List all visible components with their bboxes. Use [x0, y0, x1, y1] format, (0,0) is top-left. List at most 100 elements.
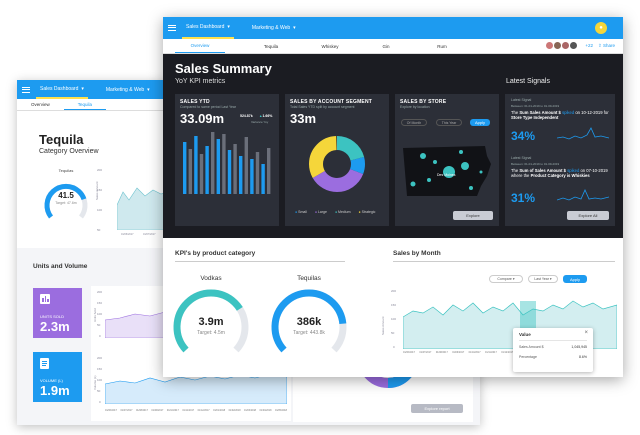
segment-slice-small	[309, 136, 365, 192]
ytd-bar	[183, 142, 187, 194]
arrow-up-icon: ▲	[259, 114, 263, 118]
back-area-tick: 50	[97, 228, 101, 232]
legend-medium: ● Medium	[334, 210, 351, 214]
divider	[393, 261, 615, 262]
store-marker[interactable]	[433, 160, 437, 164]
store-marker[interactable]	[443, 166, 455, 178]
chevron-down-icon: ▾	[293, 25, 296, 31]
ytd-bar	[255, 152, 260, 194]
ytd-bar	[194, 136, 198, 194]
back-tequila-gauge: Tequilas 41.5 Target: 47.6m	[39, 164, 93, 219]
kpi-category-title: KPI's by product category	[175, 250, 256, 257]
store-marker[interactable]	[410, 181, 416, 187]
volume-value: 1.9m	[40, 383, 70, 398]
x-axis-label: 01/08/2017	[135, 409, 148, 412]
back-gauge-value: 41.5	[58, 191, 74, 200]
back-tab-overview[interactable]: Overview	[31, 102, 50, 107]
front-tab-tequila[interactable]: Tequila	[263, 43, 279, 49]
tooltip-title: Value	[519, 332, 531, 337]
store-marker[interactable]	[461, 162, 469, 170]
units-sold-card[interactable]: UNITS SOLD 2.3m	[33, 288, 82, 338]
x-axis-label: 01/09/2017	[452, 351, 465, 354]
signal2-value: 31%	[511, 191, 536, 205]
ytd-bar	[205, 146, 209, 194]
chevron-down-icon: ▾	[81, 85, 84, 92]
front-top-nav: Sales Dashboard ▾ Marketing & Web ▾ ●	[163, 17, 623, 39]
latest-signals-card: Latest Signal Between: 01-01-2019 to 01-…	[505, 94, 615, 226]
store-marker[interactable]	[459, 150, 463, 154]
avatar	[554, 42, 561, 49]
back-area-xlabel: 01/06/2017	[121, 233, 134, 236]
signal1-sparkline	[557, 127, 609, 140]
ytd-bar	[211, 132, 215, 194]
store-marker[interactable]	[479, 170, 483, 174]
store-map[interactable]	[401, 142, 493, 200]
sales-ytd-card[interactable]: SALES YTD Compared to same period Last Y…	[175, 94, 279, 226]
chevron-down-icon: ▾	[227, 24, 230, 30]
front-tab-gin[interactable]: Gin	[382, 43, 390, 49]
compare-dropdown[interactable]: Compare ▾	[489, 275, 523, 283]
volume-tick: 0	[99, 400, 101, 404]
volume-card[interactable]: VOLUME (L) 1.9m	[33, 352, 82, 402]
value-tooltip: Value × Sales Amount $ 1,045,945 Percent…	[513, 328, 593, 372]
front-tab-overview[interactable]: Overview	[175, 39, 225, 53]
x-axis-label: 01/06/2017	[403, 351, 415, 354]
store-marker[interactable]	[469, 186, 473, 190]
account-segment-card[interactable]: SALES BY ACCOUNT SEGMENT Total Sales YTD…	[285, 94, 389, 226]
x-axis-label: 01/10/2017	[166, 409, 179, 412]
sales-by-store-card[interactable]: SALES BY STORE Explore by location Of Mo…	[395, 94, 499, 226]
close-icon[interactable]: ×	[584, 330, 588, 336]
period-dropdown[interactable]: Last Year ▾	[528, 275, 558, 283]
volume-tick: 200	[97, 356, 103, 360]
user-avatar-icon[interactable]: ●	[595, 22, 607, 34]
collaborator-count[interactable]: +22	[585, 43, 593, 48]
tequila-target: Target: 443.8k	[293, 330, 325, 336]
back-page-title: Tequila	[39, 132, 84, 147]
month-tick: 200	[391, 289, 397, 293]
store-sub: Explore by location	[400, 105, 430, 109]
signal2-sparkline	[557, 189, 609, 201]
signal1-value: 34%	[511, 129, 536, 143]
store-marker[interactable]	[420, 153, 426, 159]
store-filter-month[interactable]: Of Month	[401, 119, 427, 126]
vodka-gauge: Vodkas 3.9m Target: 4.5m	[171, 272, 251, 367]
front-nav-marketing[interactable]: Marketing & Web ▾	[251, 25, 296, 31]
share-button[interactable]: ⇪ Share	[597, 43, 615, 48]
x-axis-label: 01/07/2017	[419, 351, 432, 354]
vodka-gauge-fill	[173, 289, 249, 353]
month-ylabel: Sales Amount	[381, 316, 385, 335]
back-area-tick: 150	[97, 188, 103, 192]
back-nav-sales-dashboard[interactable]: Sales Dashboard ▾	[36, 80, 88, 99]
x-axis-label: 01/05/2018	[274, 409, 287, 412]
back-tab-tequila[interactable]: Tequila	[63, 99, 107, 110]
explore-report-button[interactable]: Explore report	[411, 404, 463, 413]
front-nav-sales-dashboard[interactable]: Sales Dashboard ▾	[182, 17, 234, 39]
store-title: SALES BY STORE	[400, 99, 447, 105]
segment-donut	[309, 136, 365, 192]
store-explore-button[interactable]: Explore	[453, 211, 493, 220]
units-sold-label: UNITS SOLD	[40, 314, 65, 319]
month-tick: 100	[391, 317, 397, 321]
month-tick: 50	[391, 331, 395, 335]
x-axis-label: 01/02/2018	[228, 409, 241, 412]
store-filter-year[interactable]: This Year	[436, 119, 462, 126]
explore-all-button[interactable]: Explore All	[567, 211, 609, 220]
hamburger-menu-icon[interactable]	[22, 86, 30, 93]
hamburger-menu-icon[interactable]	[168, 25, 176, 31]
back-gauge-target: Target: 47.6m	[55, 201, 77, 205]
back-area-xlabel: 01/07/2017	[143, 233, 156, 236]
store-marker[interactable]	[427, 178, 431, 182]
front-tab-whiskey[interactable]: Whiskey	[321, 43, 339, 49]
store-apply-button[interactable]: Apply	[470, 119, 490, 126]
x-axis-label: 01/06/2017	[105, 409, 117, 412]
x-axis-label: 01/04/2018	[259, 409, 272, 412]
signal1-label: Latest Signal	[511, 98, 532, 102]
x-axis-label: 01/11/2017	[182, 409, 195, 412]
month-apply-button[interactable]: Apply	[563, 275, 587, 283]
back-nav-marketing[interactable]: Marketing & Web ▾	[105, 86, 150, 93]
share-icon: ⇪	[597, 43, 602, 48]
chevron-down-icon: ▾	[549, 277, 552, 281]
signal1-meta: Between: 01-01-2019 to 01-09-2019	[511, 104, 560, 108]
front-tab-rum[interactable]: Rum	[437, 43, 447, 49]
collaborator-avatars[interactable]	[546, 42, 577, 49]
